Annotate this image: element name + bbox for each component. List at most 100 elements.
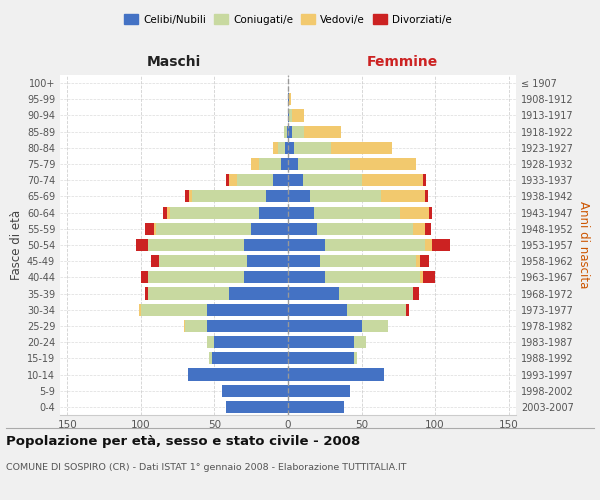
Bar [288,206,314,218]
Bar [362,174,424,186]
Bar [209,352,212,364]
Bar [294,142,331,154]
Y-axis label: Anni di nascita: Anni di nascita [577,202,590,288]
Bar [229,174,236,186]
Bar [288,288,340,300]
Bar [303,174,362,186]
Bar [212,352,288,364]
Bar [288,368,383,380]
Bar [163,206,167,218]
Bar [278,142,285,154]
Bar [325,272,421,283]
Bar [259,206,288,218]
Bar [287,126,288,138]
Bar [288,158,298,170]
Bar [184,320,185,332]
Bar [350,158,416,170]
Bar [331,142,392,154]
Bar [193,190,266,202]
Bar [288,304,347,316]
Bar [362,320,388,332]
Bar [158,255,247,268]
Bar [288,352,354,364]
Bar [314,206,400,218]
Bar [141,272,148,283]
Text: COMUNE DI SOSPIRO (CR) - Dati ISTAT 1° gennaio 2008 - Elaborazione TUTTITALIA.IT: COMUNE DI SOSPIRO (CR) - Dati ISTAT 1° g… [6,464,407,472]
Bar [148,272,244,283]
Bar [298,158,350,170]
Bar [145,222,154,235]
Bar [288,126,292,138]
Bar [288,401,344,413]
Bar [413,222,425,235]
Bar [259,158,281,170]
Bar [145,288,148,300]
Bar [354,352,357,364]
Bar [273,174,288,186]
Bar [167,206,170,218]
Bar [141,304,207,316]
Bar [288,190,310,202]
Bar [289,110,292,122]
Bar [214,336,288,348]
Text: Femmine: Femmine [367,54,437,68]
Bar [317,222,413,235]
Bar [226,401,288,413]
Bar [292,126,304,138]
Bar [425,190,428,202]
Bar [273,142,278,154]
Bar [154,222,155,235]
Bar [155,222,251,235]
Bar [354,336,366,348]
Bar [148,239,244,251]
Bar [247,255,288,268]
Bar [266,190,288,202]
Bar [207,320,288,332]
Bar [320,255,416,268]
Bar [288,255,320,268]
Bar [226,174,229,186]
Bar [432,239,450,251]
Bar [429,206,432,218]
Bar [207,336,214,348]
Bar [347,304,406,316]
Legend: Celibi/Nubili, Coniugati/e, Vedovi/e, Divorziati/e: Celibi/Nubili, Coniugati/e, Vedovi/e, Di… [120,10,456,29]
Bar [380,190,425,202]
Bar [229,288,288,300]
Bar [288,142,294,154]
Bar [139,304,141,316]
Bar [292,110,304,122]
Bar [244,239,288,251]
Bar [288,222,317,235]
Bar [288,174,303,186]
Bar [188,368,288,380]
Bar [251,158,259,170]
Bar [236,174,273,186]
Bar [288,336,354,348]
Bar [421,272,424,283]
Bar [281,158,288,170]
Bar [400,206,429,218]
Bar [425,222,431,235]
Text: Maschi: Maschi [147,54,201,68]
Bar [151,255,158,268]
Bar [222,384,288,397]
Bar [325,239,425,251]
Bar [424,174,426,186]
Bar [185,320,207,332]
Bar [288,239,325,251]
Text: Popolazione per età, sesso e stato civile - 2008: Popolazione per età, sesso e stato civil… [6,434,360,448]
Bar [185,190,190,202]
Bar [424,272,435,283]
Bar [288,384,350,397]
Bar [288,272,325,283]
Bar [251,222,288,235]
Bar [288,320,362,332]
Bar [285,142,288,154]
Bar [190,190,193,202]
Bar [170,206,259,218]
Bar [310,190,380,202]
Y-axis label: Fasce di età: Fasce di età [10,210,23,280]
Bar [289,93,291,106]
Bar [304,126,341,138]
